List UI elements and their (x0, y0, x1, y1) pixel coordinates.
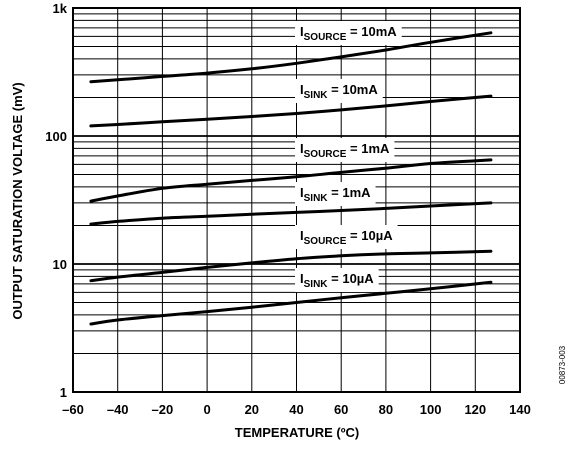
x-tick-label: –60 (62, 402, 84, 417)
x-tick-label: 60 (334, 402, 348, 417)
y-tick-label: 10 (53, 257, 67, 272)
series-label-subscript: SOURCE (304, 236, 347, 247)
x-tick-label: 100 (420, 402, 442, 417)
x-tick-label: 40 (289, 402, 303, 417)
x-tick-label: 120 (464, 402, 486, 417)
x-tick-label: –20 (152, 402, 174, 417)
series-label-subscript: SOURCE (304, 149, 347, 160)
x-tick-label: 140 (509, 402, 531, 417)
x-tick-label: –40 (107, 402, 129, 417)
series-label-subscript: SINK (304, 279, 329, 290)
x-tick-label: 0 (203, 402, 210, 417)
series-label-subscript: SINK (304, 90, 329, 101)
series-label-rest: = 10µA (328, 271, 375, 286)
y-tick-label: 1 (60, 385, 67, 400)
y-tick-labels: 1 10 100 1k (45, 1, 67, 400)
y-tick-label: 100 (45, 129, 67, 144)
series-label-subscript: SINK (304, 193, 329, 204)
x-tick-labels: –60 –40 –20 0 20 40 60 80 100 120 140 (62, 402, 531, 417)
series-label-rest: = 1mA (346, 141, 390, 156)
x-tick-label: 20 (245, 402, 259, 417)
x-axis-label: TEMPERATURE (ºC) (235, 425, 359, 440)
series-label-subscript: SOURCE (304, 32, 347, 43)
series-label-rest: = 10mA (328, 82, 379, 97)
series-label-rest: = 1mA (328, 185, 372, 200)
y-axis-label: OUTPUT SATURATION VOLTAGE (mV) (10, 82, 25, 319)
series-label-rest: = 10µA (346, 228, 393, 243)
figure-code: 00873-003 (558, 345, 567, 384)
y-tick-label: 1k (53, 1, 68, 16)
x-tick-label: 80 (379, 402, 393, 417)
series-label-rest: = 10mA (346, 24, 397, 39)
